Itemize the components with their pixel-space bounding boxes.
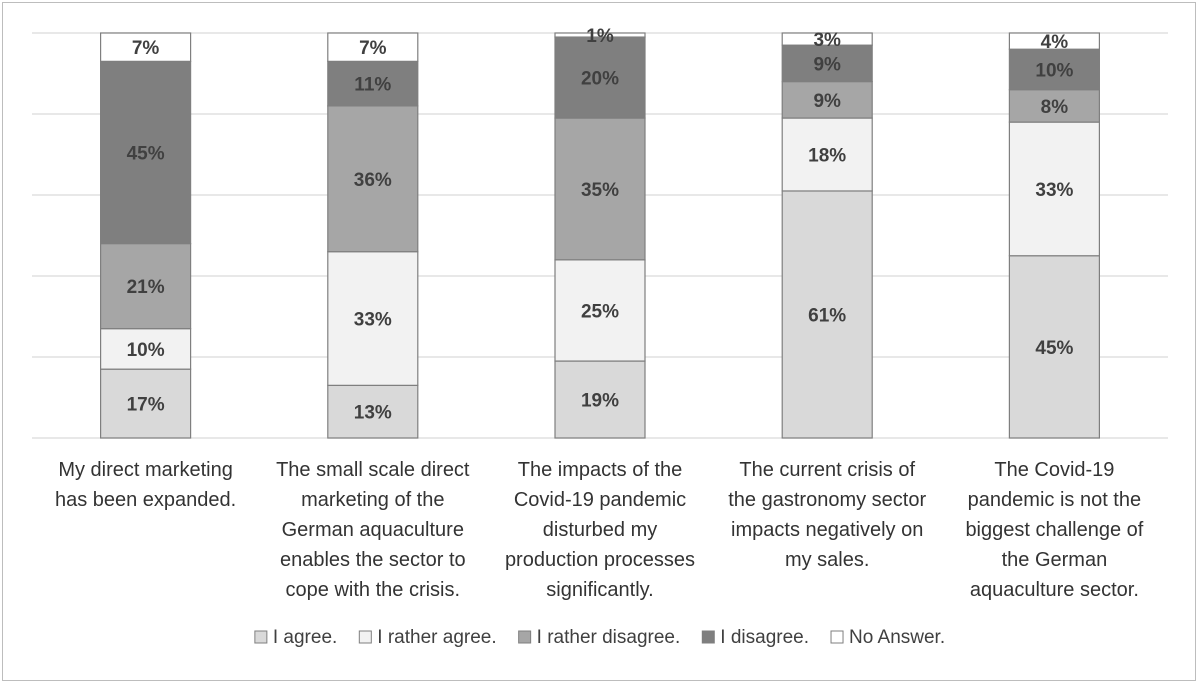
data-label: 18% (808, 146, 846, 167)
legend: I agree. I rather agree. I rather disagree… (254, 627, 945, 648)
data-label: 3% (813, 30, 841, 51)
bar-segment (99, 60, 192, 245)
legend-swatch (254, 630, 268, 644)
bar-segment (554, 360, 646, 439)
data-label: 45% (1035, 338, 1073, 359)
category-label: The impacts of the Covid-19 pandemic distu… (505, 459, 695, 601)
bar-segment (1008, 89, 1101, 123)
bar-segment (327, 251, 419, 386)
data-label: 7% (132, 38, 160, 59)
data-label: 36% (354, 170, 392, 191)
data-label: 10% (1035, 60, 1073, 81)
data-label: 17% (127, 395, 165, 416)
data-label: 19% (581, 391, 619, 412)
legend-swatch (830, 630, 844, 644)
bar-segment (327, 105, 419, 253)
category-labels: My direct marketing has been expanded. The… (55, 459, 1144, 601)
data-label: 45% (127, 143, 165, 164)
bar-segment (1008, 121, 1101, 257)
data-label: 13% (354, 403, 392, 424)
data-label: 35% (581, 180, 619, 201)
data-label: 9% (813, 91, 841, 112)
data-label: 33% (1035, 180, 1073, 201)
legend-label: I rather disagree. (537, 627, 681, 648)
data-label: 10% (127, 340, 165, 361)
bar-segment (1008, 32, 1101, 50)
data-label: 4% (1041, 32, 1069, 53)
bar-segment (327, 32, 419, 62)
legend-swatch (701, 630, 715, 644)
bar-segment (554, 32, 646, 38)
legend-swatch (518, 630, 532, 644)
data-label: 25% (581, 301, 619, 322)
bars (99, 32, 1101, 439)
bar-segment (554, 36, 646, 119)
category-label: The small scale direct marketing of the Ge… (276, 459, 470, 601)
legend-label: I agree. (273, 627, 337, 648)
bar-segment (781, 190, 873, 439)
bar-segment (99, 243, 192, 330)
data-label: 20% (581, 69, 619, 90)
category-label: The current crisis of the gastronomy sect… (728, 459, 926, 571)
bar-segment (99, 328, 192, 370)
bar-segment (781, 80, 873, 119)
segment-labels: 17% 10% 21% 45% 7% 13% 33% 36% 11% 7% 19% 25% 35% 20%… (127, 26, 1074, 424)
bar-segment (554, 117, 646, 261)
legend-label: No Answer. (849, 627, 945, 648)
data-label: 1% (586, 26, 614, 47)
data-label: 9% (813, 54, 841, 75)
bar-segment (327, 384, 419, 439)
bar-segment (781, 44, 873, 83)
bar-segment (99, 32, 192, 62)
bar-segment (1008, 48, 1101, 91)
legend-label: I rather agree. (377, 627, 496, 648)
data-label: 61% (808, 305, 846, 326)
bar-segment (554, 259, 646, 362)
legend-swatch (358, 630, 372, 644)
gridlines (32, 32, 1168, 439)
data-label: 8% (1041, 97, 1069, 118)
data-label: 7% (359, 38, 387, 59)
category-label: My direct marketing has been expanded. (55, 459, 236, 511)
bar-segment (1008, 255, 1101, 439)
bar-segment (781, 32, 873, 46)
data-label: 11% (354, 75, 391, 96)
data-label: 21% (127, 277, 165, 298)
bar-segment (781, 117, 873, 192)
legend-label: I disagree. (720, 627, 809, 648)
data-label: 33% (354, 310, 392, 331)
category-label: The Covid-19 pandemic is not the biggest c… (965, 459, 1143, 601)
